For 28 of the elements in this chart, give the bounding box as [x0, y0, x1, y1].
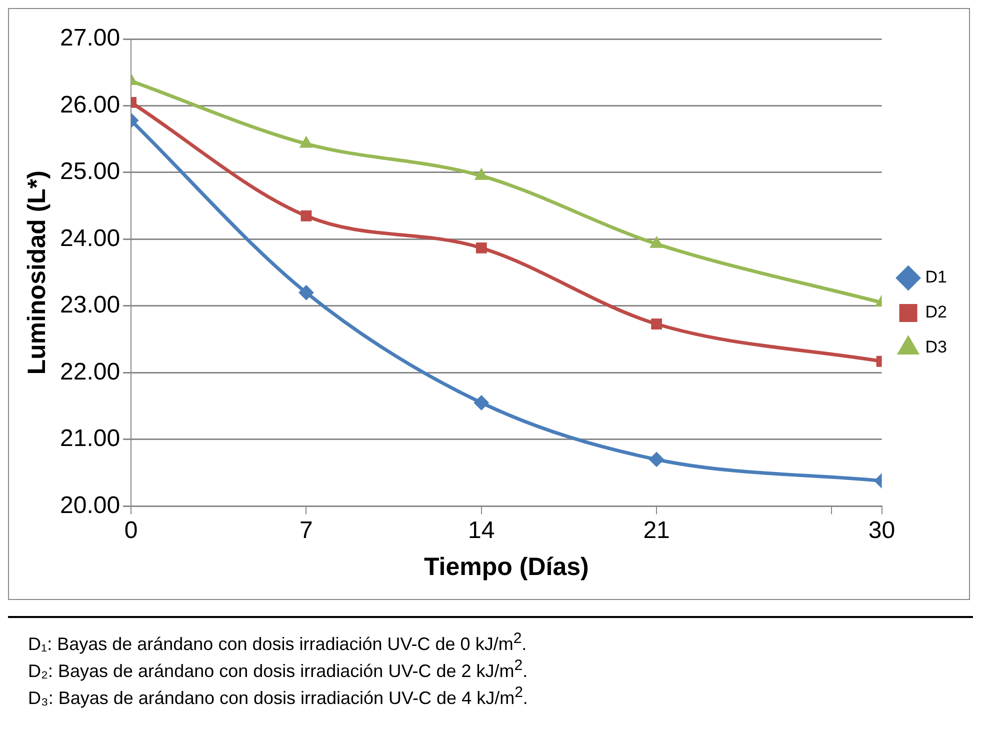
point	[650, 236, 664, 248]
text: D₂: Bayas de arándano con dosis irradiación UV-C de 2 kJ/m$^{2}$.	[28, 656, 529, 682]
x-tick-label: 7	[300, 517, 313, 544]
x-tick-label: 21	[643, 517, 670, 544]
y-tick-label: 24.00	[60, 224, 120, 252]
y-tick-label: 26.00	[60, 91, 120, 118]
text: D₃: Bayas de arándano con dosis irradiación UV-C de 4 kJ/m$^{2}$.	[28, 683, 529, 709]
point	[300, 210, 312, 222]
point	[474, 395, 489, 410]
point	[476, 242, 487, 254]
x-tick-label: 14	[468, 517, 495, 544]
y-tick-label: 23.00	[60, 292, 120, 319]
y-tick-label: 21.00	[60, 425, 120, 452]
point	[474, 168, 488, 180]
x-tick-label: 0	[124, 517, 138, 544]
y-tick-label: 22.00	[60, 358, 120, 386]
legend-label: D3	[925, 338, 948, 357]
x-tick-label: 30	[868, 517, 896, 544]
y-axis-title: Luminosidad (L*)	[22, 170, 51, 375]
legend-label: D1	[925, 268, 948, 287]
text: D₁: Bayas de arándano con dosis irradiación UV-C de 0 kJ/m$^{2}$.	[28, 629, 528, 655]
y-tick-label: 25.00	[60, 158, 120, 186]
point	[298, 285, 314, 300]
point	[300, 136, 313, 148]
y-tick-label: 20.00	[60, 492, 120, 519]
y-tick-label: 27.00	[60, 24, 120, 52]
x-axis-title: Tiempo (Días)	[424, 552, 589, 581]
legend-label: D2	[925, 302, 948, 322]
